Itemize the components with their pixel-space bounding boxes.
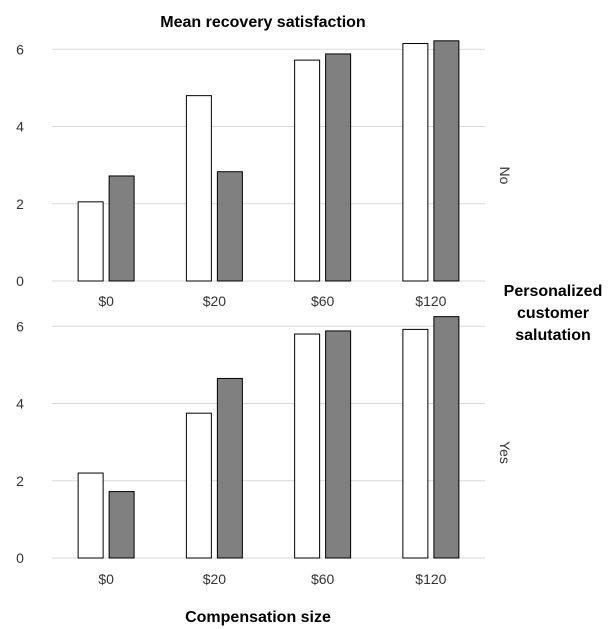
y-tick-label: 2 — [16, 196, 24, 212]
x-tick-label: $60 — [311, 571, 335, 587]
facet-title-line-1: Personalized — [504, 283, 603, 300]
x-axis-title: Compensation size — [185, 609, 331, 626]
bar-series-1-usd60 — [294, 59, 321, 282]
chart-title: Mean recovery satisfaction — [160, 14, 365, 31]
bar-series-1-usd0 — [77, 472, 104, 559]
panel-yes: 0 2 4 6 $0 $20 $60 $120 Yes — [16, 316, 513, 587]
bar-series-1-usd20 — [185, 95, 212, 282]
y-tick-label: 4 — [16, 396, 24, 412]
bar-series-2-usd20 — [216, 377, 243, 559]
x-tick-label: $120 — [415, 571, 446, 587]
bar-series-2-usd0 — [108, 175, 135, 282]
bar-series-1-usd120 — [402, 43, 429, 282]
bar-series-1-usd120 — [402, 328, 429, 559]
bar-series-2-usd120 — [433, 316, 460, 559]
panel-no: 0 2 4 6 $0 $20 $60 $120 No — [16, 40, 513, 309]
y-tick-label: 0 — [16, 273, 24, 289]
bar-series-2-usd0 — [108, 491, 135, 559]
y-tick-label: 2 — [16, 473, 24, 489]
y-tick-label: 0 — [16, 550, 24, 566]
panel-label: No — [497, 167, 513, 185]
x-tick-label: $20 — [203, 571, 227, 587]
y-tick-label: 6 — [16, 41, 24, 57]
facet-title-line-2: customer — [517, 305, 589, 322]
x-tick-label: $0 — [98, 571, 114, 587]
bar-series-2-usd60 — [325, 53, 352, 282]
panel-label: Yes — [497, 441, 513, 464]
facet-title-line-3: salutation — [515, 327, 591, 344]
bar-series-1-usd60 — [294, 333, 321, 559]
y-tick-label: 6 — [16, 318, 24, 334]
x-tick-label: $60 — [311, 293, 335, 309]
bar-series-2-usd120 — [433, 40, 460, 282]
bar-series-2-usd60 — [325, 330, 352, 559]
y-tick-label: 4 — [16, 119, 24, 135]
x-tick-label: $0 — [98, 293, 114, 309]
bar-series-1-usd0 — [77, 201, 104, 282]
x-tick-label: $20 — [203, 293, 227, 309]
bar-series-2-usd20 — [216, 171, 243, 282]
bar-series-1-usd20 — [185, 412, 212, 559]
x-tick-label: $120 — [415, 293, 446, 309]
